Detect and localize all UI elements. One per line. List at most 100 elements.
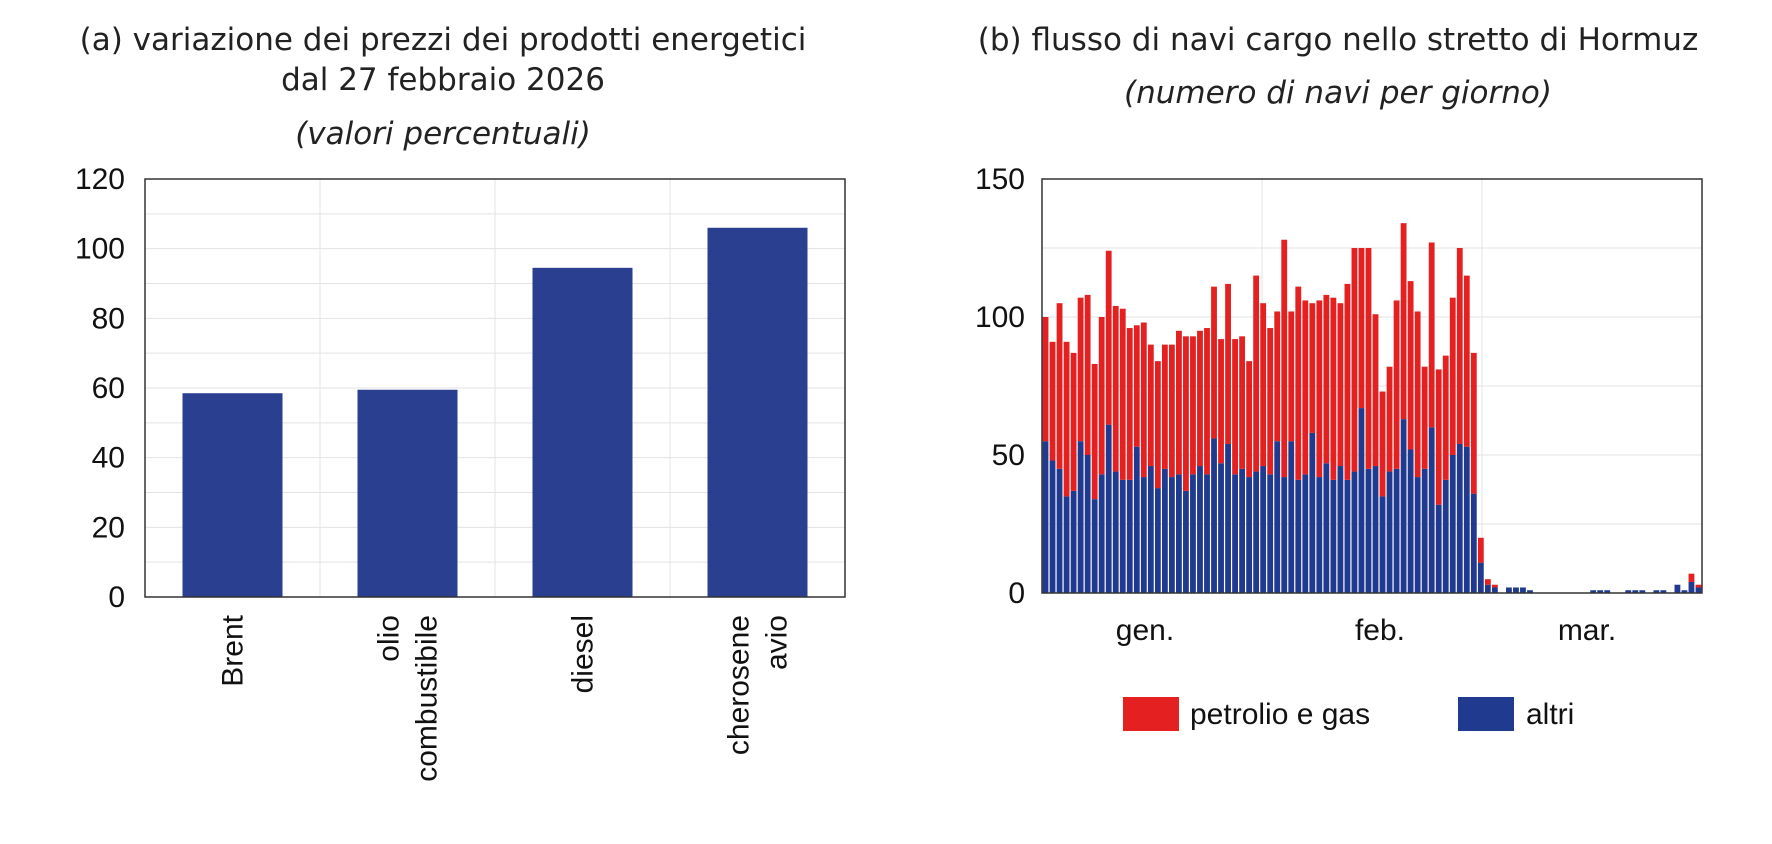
bar-petrolio-gas bbox=[1463, 275, 1470, 447]
bar-altri bbox=[1639, 590, 1646, 593]
bar-petrolio-gas bbox=[1330, 297, 1337, 480]
bar-altri bbox=[1435, 504, 1442, 593]
bar-petrolio-gas bbox=[1274, 311, 1281, 442]
bar-altri bbox=[1660, 590, 1667, 593]
bar-altri bbox=[1632, 590, 1639, 593]
bar-altri bbox=[1456, 443, 1463, 593]
bar-petrolio-gas bbox=[1414, 311, 1421, 478]
bar-petrolio-gas bbox=[1176, 330, 1182, 475]
plot-frame bbox=[1041, 178, 1703, 594]
bar-altri bbox=[1295, 479, 1302, 593]
bar-altri bbox=[1239, 468, 1246, 593]
bar-petrolio-gas bbox=[1154, 361, 1161, 489]
bar-altri bbox=[1063, 496, 1070, 593]
bar-petrolio-gas bbox=[1063, 341, 1070, 497]
bar-altri bbox=[1421, 468, 1428, 593]
bar-altri bbox=[1477, 562, 1484, 593]
bar-altri bbox=[1154, 488, 1161, 593]
bar-altri bbox=[1590, 590, 1597, 593]
bar-petrolio-gas bbox=[1316, 300, 1323, 478]
bar-altri bbox=[1414, 477, 1421, 593]
bar-altri bbox=[1344, 479, 1351, 593]
bar-petrolio-gas bbox=[1112, 305, 1119, 472]
x-category-label: combustibile bbox=[411, 615, 444, 782]
bar-altri bbox=[1428, 427, 1435, 593]
chart-b: 0 50 100 150 gen. feb. mar. bbox=[975, 163, 1703, 647]
bar-altri bbox=[1204, 474, 1210, 593]
bar-altri bbox=[1119, 479, 1126, 593]
bar-altri bbox=[1365, 468, 1372, 593]
y-tick-label: 60 bbox=[92, 372, 125, 405]
bar-petrolio-gas bbox=[1484, 579, 1491, 585]
bar-altri bbox=[1091, 499, 1098, 593]
bar-petrolio-gas bbox=[1049, 341, 1056, 461]
chart-b-subtitle: (numero di navi per giorno) bbox=[1124, 75, 1552, 111]
y-tick-label: 0 bbox=[108, 581, 125, 614]
bar-altri bbox=[1105, 424, 1112, 593]
bar-petrolio-gas bbox=[1309, 303, 1316, 433]
bar-petrolio-gas bbox=[1372, 314, 1379, 467]
bar-altri bbox=[1147, 466, 1154, 593]
bar-petrolio-gas bbox=[1211, 286, 1217, 439]
bar-altri bbox=[1372, 466, 1379, 593]
bar-petrolio-gas bbox=[1421, 366, 1428, 469]
bar-altri bbox=[1183, 490, 1189, 593]
bar-petrolio-gas bbox=[1119, 308, 1126, 480]
bar-altri bbox=[1042, 441, 1049, 593]
x-tick-label: gen. bbox=[1116, 614, 1174, 647]
bar-altri bbox=[1133, 446, 1140, 593]
bar-petrolio-gas bbox=[1491, 584, 1498, 588]
bar-petrolio-gas bbox=[1428, 242, 1435, 428]
bar-altri bbox=[1246, 477, 1253, 593]
bar-petrolio-gas bbox=[1477, 537, 1484, 563]
bar-petrolio-gas bbox=[1351, 248, 1358, 472]
bar-altri bbox=[1112, 471, 1119, 593]
bar-altri bbox=[1337, 466, 1344, 593]
y-tick-label: 80 bbox=[92, 302, 125, 335]
bar-petrolio-gas bbox=[1218, 339, 1224, 464]
x-category-label: diesel bbox=[567, 615, 600, 693]
bar-petrolio-gas bbox=[1323, 294, 1330, 464]
bar-altri bbox=[1520, 587, 1526, 593]
legend-swatch-petrolio bbox=[1123, 697, 1179, 731]
bar-altri bbox=[1302, 474, 1309, 593]
bar-petrolio-gas bbox=[1105, 250, 1112, 425]
chart-a-title: (a) variazione dei prezzi dei prodotti e… bbox=[80, 22, 807, 58]
bar-altri bbox=[1330, 479, 1337, 593]
bar-altri bbox=[1513, 587, 1519, 593]
bar-altri bbox=[1653, 590, 1660, 593]
bar-petrolio-gas bbox=[1126, 328, 1133, 480]
bar-petrolio-gas bbox=[1695, 584, 1702, 588]
y-tick-label: 100 bbox=[75, 233, 125, 266]
bar-altri bbox=[1253, 471, 1260, 593]
bar-altri bbox=[1084, 455, 1091, 593]
x-category-label: cherosene bbox=[723, 615, 756, 755]
y-tick-label: 0 bbox=[1008, 577, 1025, 610]
bar-altri bbox=[1688, 581, 1695, 593]
bar-altri bbox=[1379, 496, 1386, 593]
bar-petrolio-gas bbox=[1267, 328, 1274, 475]
bar-petrolio-gas bbox=[1688, 573, 1695, 582]
bar-petrolio-gas bbox=[1295, 286, 1302, 480]
bar-petrolio-gas bbox=[1442, 355, 1449, 480]
bar-altri bbox=[1211, 438, 1217, 593]
bar-altri bbox=[1197, 466, 1203, 593]
bar-petrolio-gas bbox=[1253, 275, 1260, 472]
bar-altri bbox=[1407, 449, 1414, 593]
bar-altri bbox=[1449, 455, 1456, 593]
bar-altri bbox=[1098, 474, 1105, 593]
bar-petrolio-gas bbox=[1288, 311, 1295, 442]
bar-petrolio-gas bbox=[1344, 283, 1351, 480]
bar-petrolio-gas bbox=[1400, 223, 1407, 420]
y-tick-label: 50 bbox=[992, 439, 1025, 472]
bar bbox=[182, 393, 283, 597]
x-category-label: avio bbox=[761, 615, 794, 670]
bar bbox=[532, 267, 633, 597]
y-tick-label: 120 bbox=[75, 163, 125, 196]
bar-altri bbox=[1527, 590, 1533, 593]
x-category-label: olio bbox=[373, 615, 406, 662]
bar-altri bbox=[1190, 474, 1196, 593]
bar-petrolio-gas bbox=[1197, 330, 1203, 467]
bar-petrolio-gas bbox=[1084, 294, 1091, 455]
